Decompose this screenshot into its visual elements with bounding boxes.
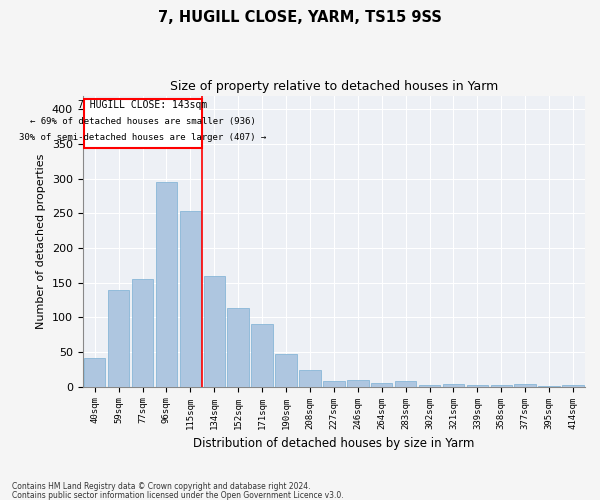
Bar <box>514 384 536 386</box>
Bar <box>84 358 106 386</box>
Bar <box>562 384 584 386</box>
Text: Contains HM Land Registry data © Crown copyright and database right 2024.: Contains HM Land Registry data © Crown c… <box>12 482 311 491</box>
Bar <box>203 276 225 386</box>
Bar <box>275 354 297 386</box>
X-axis label: Distribution of detached houses by size in Yarm: Distribution of detached houses by size … <box>193 437 475 450</box>
Y-axis label: Number of detached properties: Number of detached properties <box>37 154 46 329</box>
Bar <box>132 280 153 386</box>
Text: ← 69% of detached houses are smaller (936): ← 69% of detached houses are smaller (93… <box>30 117 256 126</box>
Text: 30% of semi-detached houses are larger (407) →: 30% of semi-detached houses are larger (… <box>19 134 267 142</box>
Bar <box>347 380 368 386</box>
Bar <box>299 370 321 386</box>
Bar <box>443 384 464 386</box>
Bar <box>155 182 177 386</box>
Title: Size of property relative to detached houses in Yarm: Size of property relative to detached ho… <box>170 80 498 93</box>
Bar <box>371 383 392 386</box>
Text: 7 HUGILL CLOSE: 143sqm: 7 HUGILL CLOSE: 143sqm <box>79 100 208 110</box>
Bar <box>251 324 273 386</box>
Bar <box>395 381 416 386</box>
Bar <box>108 290 130 386</box>
Bar <box>419 384 440 386</box>
Bar <box>84 99 202 148</box>
Bar <box>227 308 249 386</box>
Bar <box>179 212 201 386</box>
Text: 7, HUGILL CLOSE, YARM, TS15 9SS: 7, HUGILL CLOSE, YARM, TS15 9SS <box>158 10 442 25</box>
Text: Contains public sector information licensed under the Open Government Licence v3: Contains public sector information licen… <box>12 490 344 500</box>
Bar <box>323 381 344 386</box>
